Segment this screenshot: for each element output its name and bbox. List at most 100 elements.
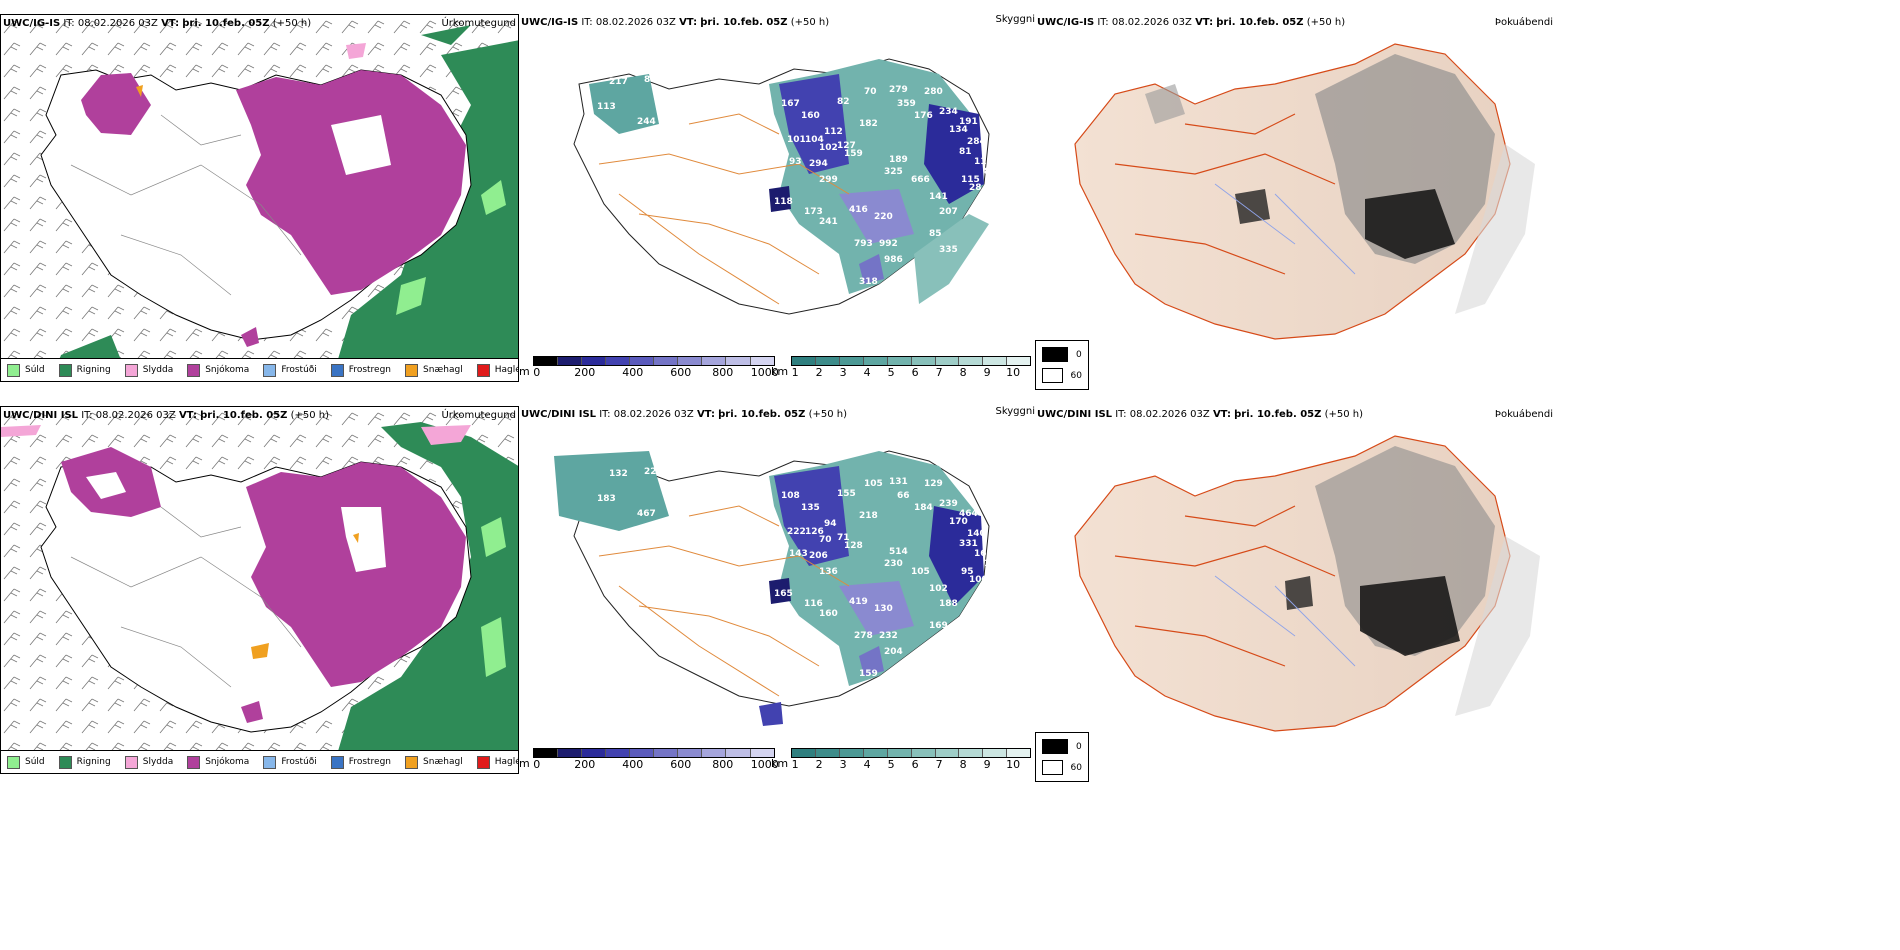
cloud-base-label: 229 — [644, 467, 663, 477]
cloud-base-cells — [532, 356, 775, 366]
legend-rigning: Rigning — [58, 363, 111, 377]
cloud-base-label: 115 — [961, 175, 980, 185]
cloud-cover-tick: 4 — [863, 758, 871, 771]
fog-swatch — [1042, 347, 1068, 362]
cloud-cover-unit: km — [771, 757, 789, 770]
cloud-base-colorbar-top: m 0 200 400 600 800 1000 — [519, 356, 779, 379]
cloud-base-label: 143 — [789, 549, 808, 559]
cloud-cover-tick: 7 — [935, 758, 943, 771]
cloud-base-label: 113 — [597, 102, 616, 112]
cloud-cover-tick: 9 — [983, 758, 991, 771]
cloud-base-label: 170 — [949, 517, 968, 527]
legend-snaehagl: Snæhagl — [405, 363, 463, 377]
legend-swatch — [124, 363, 138, 377]
cloud-base-label: 241 — [819, 217, 838, 227]
cloud-cover-cells — [791, 748, 1032, 758]
cloud-base-label: 191 — [959, 117, 978, 127]
cloud-base-label: 136 — [819, 567, 838, 577]
cloud-base-label: 184 — [914, 503, 933, 513]
precip-title-bottom: UWC/DINI ISL IT: 08.02.2026 03Z VT: þri.… — [3, 410, 330, 421]
cloud-cover-tick: 6 — [911, 366, 919, 379]
fog-legend-row: 0 — [1042, 347, 1082, 362]
cloud-base-tick: 0 — [533, 758, 541, 771]
cloud-base-label: 325 — [884, 167, 903, 177]
cloud-cover-tick: 2 — [815, 366, 823, 379]
legend-swatch — [330, 755, 344, 769]
cloud-base-label: 189 — [889, 155, 908, 165]
cloud-base-label: 159 — [859, 669, 878, 679]
legend-frostregn: Frostregn — [330, 755, 391, 769]
cloud-cover-unit: km — [771, 365, 789, 378]
cloud-cover-colorbar-bottom: km 1 2 3 4 5 6 7 8 9 10 — [771, 748, 1032, 771]
cloud-base-label: 207 — [939, 207, 958, 217]
fog-title-top: UWC/IG-IS IT: 08.02.2026 03Z VT: þri. 10… — [1037, 17, 1346, 28]
legend-swatch — [405, 755, 419, 769]
cloud-base-label: 104 — [805, 135, 824, 145]
legend-swatch — [58, 755, 72, 769]
cloud-base-label: 188 — [939, 599, 958, 609]
cloud-base-label: 168 — [974, 549, 993, 559]
cloud-base-tick: 400 — [622, 366, 644, 379]
cloud-base-label: 222 — [787, 527, 806, 537]
cloud-title-top: UWC/IG-IS IT: 08.02.2026 03Z VT: þri. 10… — [521, 17, 830, 28]
legend-swatch — [7, 755, 20, 769]
cloud-base-label: 173 — [804, 207, 823, 217]
cloud-base-label: 416 — [849, 205, 868, 215]
legend-swatch — [187, 755, 201, 769]
cloud-base-label: 182 — [859, 119, 878, 129]
cloud-base-label: 204 — [884, 647, 903, 657]
cloud-base-label: 359 — [897, 99, 916, 109]
cloud-cover-tick: 1 — [791, 758, 799, 771]
precip-title-top: UWC/IG-IS IT: 08.02.2026 03Z VT: þri. 10… — [3, 18, 312, 29]
cloud-base-label: 218 — [859, 511, 878, 521]
cloud-base-tick: 800 — [712, 758, 734, 771]
cloud-base-label: 71 — [837, 533, 850, 543]
cloud-base-label: 39 — [979, 192, 992, 202]
cloud-base-label: 130 — [874, 604, 893, 614]
cloud-base-label: 986 — [884, 255, 903, 265]
cloud-base-tick: 1000 — [750, 758, 779, 771]
cloud-base-label: 666 — [911, 175, 930, 185]
cloud-cover-tick: 4 — [863, 366, 871, 379]
legend-haglel: Haglél — [476, 755, 518, 769]
legend-swatch — [263, 363, 277, 377]
cloud-base-label: 294 — [809, 159, 828, 169]
legend-frostregn: Frostregn — [330, 363, 391, 377]
legend-swatch — [330, 363, 344, 377]
cloud-base-label: 419 — [849, 597, 868, 607]
cloud-base-label: 81 — [959, 147, 972, 157]
cloud-base-label: 141 — [929, 192, 948, 202]
cloud-base-tick: 400 — [622, 758, 644, 771]
cloud-cover-tick: 1 — [791, 366, 799, 379]
cloud-base-label: 159 — [844, 149, 863, 159]
cloud-cover-tick: 3 — [839, 366, 847, 379]
cloud-base-label: 112 — [824, 127, 843, 137]
cloud-cover-tick: 8 — [959, 366, 967, 379]
cloud-base-tick: 200 — [574, 758, 596, 771]
fog-param-top: Þokuábendi — [1494, 17, 1553, 28]
cloud-base-label: 167 — [781, 99, 800, 109]
precip-legend-top: Súld Rigning Slydda Snjókoma Frostúði Fr… — [1, 358, 518, 381]
cloud-base-label: 335 — [939, 245, 958, 255]
legend-swatch — [405, 363, 419, 377]
cloud-base-label: 108 — [781, 491, 800, 501]
cloud-base-label: 992 — [879, 239, 898, 249]
cloud-base-label: 135 — [801, 503, 820, 513]
cloud-base-label: 132 — [609, 469, 628, 479]
fog-legend-row: 60 — [1042, 368, 1082, 383]
cloud-cover-tick: 6 — [911, 758, 919, 771]
cloud-base-tick: 1000 — [750, 366, 779, 379]
fog-legend-row: 60 — [1042, 760, 1082, 775]
fog-swatch — [1042, 760, 1063, 775]
cloud-base-colorbar-bottom: m 0 200 400 600 800 1000 — [519, 748, 779, 771]
cloud-base-label: 169 — [929, 621, 948, 631]
precip-type-panel-top: UWC/IG-IS IT: 08.02.2026 03Z VT: þri. 10… — [0, 14, 519, 382]
cloud-cover-tick: 10 — [1006, 366, 1021, 379]
legend-snaehagl: Snæhagl — [405, 755, 463, 769]
cloud-base-label: 126 — [805, 527, 824, 537]
cloud-base-label: 176 — [914, 111, 933, 121]
cloud-base-label: 217 — [609, 77, 628, 87]
cloud-base-label: 514 — [889, 547, 908, 557]
precip-map-top — [1, 15, 518, 381]
